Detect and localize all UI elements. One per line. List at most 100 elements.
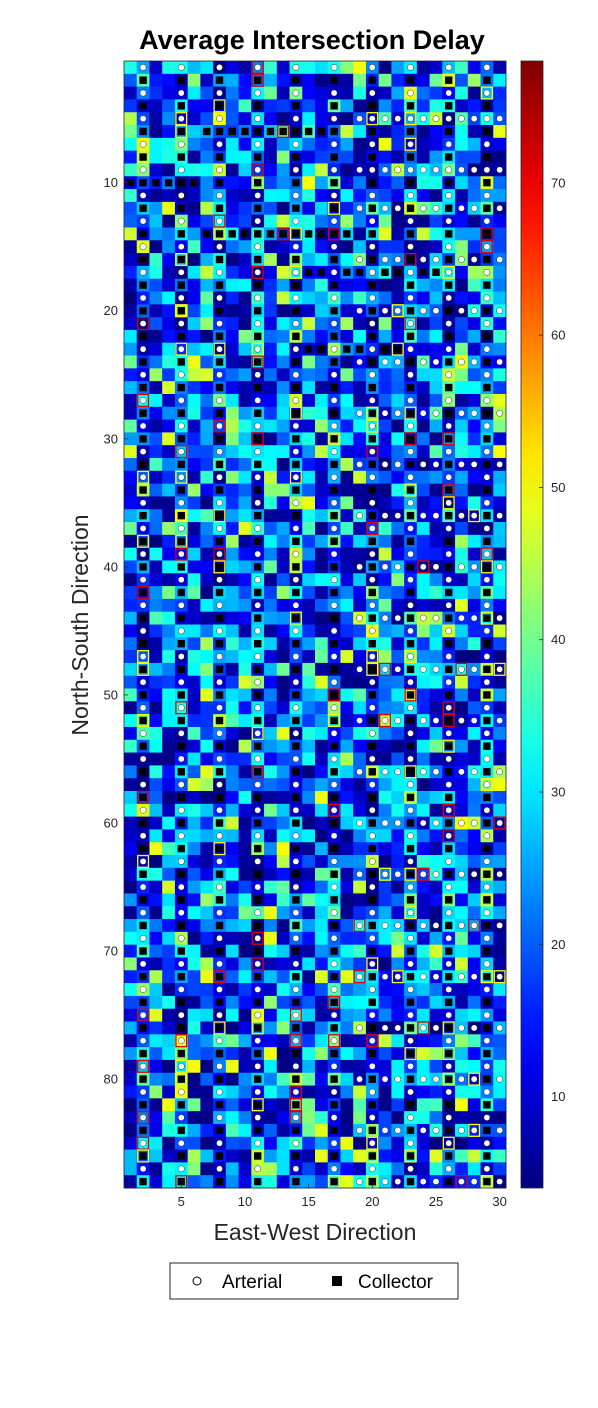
collector-marker xyxy=(177,793,185,802)
heatmap-cell xyxy=(124,778,138,792)
heatmap-cell xyxy=(378,931,392,946)
heatmap-cell xyxy=(340,240,354,254)
heatmap-cell xyxy=(162,99,176,113)
arterial-marker xyxy=(368,422,376,430)
heatmap-cell xyxy=(276,790,290,805)
collector-marker xyxy=(445,332,453,341)
collector-marker xyxy=(177,409,185,417)
heatmap-cell xyxy=(302,637,316,651)
highlight-outline xyxy=(328,1175,341,1189)
heatmap-cell xyxy=(315,765,329,779)
heatmap-cell xyxy=(264,765,278,779)
highlight-outline xyxy=(213,842,226,856)
highlight-outline xyxy=(289,406,302,420)
arterial-marker xyxy=(177,832,185,840)
highlight-outline xyxy=(328,1034,341,1048)
arterial-marker xyxy=(394,256,402,263)
highlight-outline xyxy=(251,1021,264,1035)
arterial-marker xyxy=(394,614,402,622)
heatmap-cell xyxy=(416,829,430,843)
arterial-marker xyxy=(330,371,338,379)
arterial-marker xyxy=(483,294,491,302)
collector-marker xyxy=(292,563,300,571)
arterial-marker xyxy=(407,755,414,763)
heatmap-cell xyxy=(429,637,443,651)
heatmap-cell xyxy=(315,509,329,523)
heatmap-cell xyxy=(429,342,443,356)
heatmap-cell xyxy=(162,765,176,779)
heatmap-cell xyxy=(162,253,176,267)
heatmap-cell xyxy=(429,381,443,395)
arterial-marker xyxy=(254,960,262,968)
arterial-marker xyxy=(368,269,376,276)
arterial-marker xyxy=(394,115,402,122)
heatmap-cell xyxy=(276,650,290,664)
heatmap-cell xyxy=(315,112,329,126)
heatmap-cell xyxy=(340,189,354,203)
collector-marker xyxy=(330,870,338,878)
arterial-marker xyxy=(394,461,402,468)
heatmap-cell xyxy=(353,637,367,651)
collector-marker xyxy=(215,1075,224,1083)
heatmap-cell xyxy=(276,176,290,190)
heatmap-cell xyxy=(467,227,481,241)
collector-marker xyxy=(406,1101,415,1109)
heatmap-cell xyxy=(378,906,392,920)
arterial-marker xyxy=(254,1011,262,1019)
highlight-outline xyxy=(175,534,188,548)
arterial-marker xyxy=(407,576,414,583)
highlight-outline xyxy=(404,1149,417,1163)
heatmap-cell xyxy=(416,381,430,395)
arterial-marker xyxy=(254,755,262,763)
heatmap-cell xyxy=(429,189,443,203)
collector-marker xyxy=(483,844,491,853)
collector-marker xyxy=(330,665,338,674)
heatmap-cell xyxy=(238,509,252,523)
heatmap-cell xyxy=(467,483,481,497)
arterial-marker xyxy=(139,909,147,916)
heatmap-cell xyxy=(302,1008,316,1022)
highlight-outline xyxy=(366,957,379,971)
heatmap-cell xyxy=(124,586,138,600)
heatmap-cell xyxy=(302,778,316,792)
heatmap-cell xyxy=(225,419,239,433)
heatmap-cell xyxy=(200,355,214,369)
heatmap-cell xyxy=(391,150,405,164)
collector-marker xyxy=(330,511,338,520)
heatmap-cell xyxy=(238,1175,252,1189)
heatmap-cell xyxy=(124,573,138,587)
collector-marker xyxy=(330,1152,338,1160)
heatmap-cell xyxy=(187,1072,201,1086)
heatmap-cell xyxy=(124,752,138,766)
heatmap-cell xyxy=(264,803,278,818)
heatmap-cell xyxy=(200,432,214,446)
heatmap-cell xyxy=(187,112,201,126)
arterial-marker xyxy=(254,1114,262,1121)
arterial-marker xyxy=(458,717,465,724)
arterial-marker xyxy=(330,64,338,71)
heatmap-cell xyxy=(315,61,329,75)
heatmap-cell xyxy=(455,137,469,152)
arterial-marker xyxy=(445,601,453,609)
heatmap-cell xyxy=(264,176,278,190)
heatmap-cell xyxy=(416,573,430,587)
heatmap-cell xyxy=(467,86,481,100)
collector-marker xyxy=(177,665,185,674)
heatmap-cell xyxy=(276,458,290,472)
collector-marker xyxy=(483,1049,491,1058)
collector-marker xyxy=(483,793,491,802)
highlight-outline xyxy=(175,445,188,459)
heatmap-cell xyxy=(200,214,214,228)
arterial-marker xyxy=(496,973,503,980)
arterial-marker xyxy=(139,269,147,276)
heatmap-cell xyxy=(302,1098,316,1112)
collector-marker xyxy=(292,537,300,545)
heatmap-cell xyxy=(276,662,290,677)
arterial-marker xyxy=(368,371,376,379)
arterial-marker xyxy=(381,1127,389,1134)
arterial-marker xyxy=(254,192,262,199)
heatmap-cell xyxy=(225,1021,239,1035)
heatmap-cell xyxy=(429,419,443,433)
heatmap-cell xyxy=(264,470,278,485)
highlight-outline xyxy=(480,893,493,907)
